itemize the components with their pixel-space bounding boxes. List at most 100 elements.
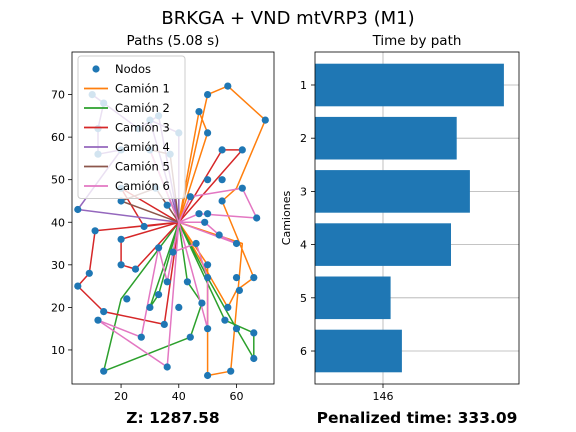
node-point: [201, 218, 209, 226]
time-chart-title: Time by path: [372, 33, 462, 49]
time-bar-2: [315, 116, 457, 160]
y-tick-label: 70: [51, 89, 65, 102]
y-tick-label: 10: [51, 344, 65, 357]
category-label: 3: [300, 185, 307, 198]
figure-title: BRKGA + VND mtVRP3 (M1): [161, 8, 414, 29]
legend-label: Camión 5: [115, 160, 170, 174]
node-point: [218, 176, 226, 184]
y-tick-label: 30: [51, 259, 65, 272]
node-point: [155, 244, 163, 252]
node-point: [94, 316, 102, 324]
node-point: [160, 320, 168, 328]
node-point: [175, 303, 183, 311]
time-bar-5: [315, 276, 391, 320]
node-point: [74, 205, 82, 214]
legend-label: Nodos: [115, 62, 151, 76]
node-point: [146, 303, 154, 311]
time-axis-ticks: 1 2 3 4 5 6 146: [300, 79, 394, 403]
node-point: [186, 193, 194, 201]
node-point: [137, 333, 145, 341]
node-point: [224, 82, 232, 90]
node-point: [204, 176, 212, 184]
node-point: [221, 316, 229, 324]
paths-chart: Paths (5.08 s) 20 40 60 10 20 30 40 50 60 70 Nodo…: [51, 33, 275, 427]
node-point: [198, 299, 206, 307]
node-point: [195, 108, 203, 116]
node-point: [204, 371, 212, 380]
y-tick-label: 50: [51, 174, 65, 187]
node-point: [215, 231, 223, 239]
node-point: [140, 222, 148, 231]
legend-marker: [92, 65, 100, 73]
category-label: 4: [300, 239, 307, 252]
node-point: [91, 227, 99, 235]
time-chart: Time by path 1 2 3 4 5 6 146 Camiones Penalize…: [280, 33, 520, 427]
legend-label: Camión 4: [115, 140, 170, 154]
time-ylabel: Camiones: [280, 191, 293, 246]
category-label: 6: [300, 345, 307, 358]
node-point: [204, 325, 212, 333]
legend: Nodos Camión 1 Camión 2 Camión 3 Camión 4 Cam…: [77, 55, 186, 199]
node-point: [232, 325, 241, 333]
node-point: [238, 184, 246, 192]
time-bars: [315, 63, 504, 373]
node-point: [250, 329, 258, 337]
x-tick-label: 60: [229, 390, 243, 403]
node-point: [117, 235, 125, 243]
x-tick-label: 20: [114, 390, 128, 403]
node-point: [204, 129, 212, 137]
node-point: [238, 146, 246, 154]
x-tick-label: 146: [373, 390, 394, 403]
node-point: [250, 274, 258, 282]
node-point: [218, 197, 226, 205]
time-footer: Penalized time: 333.09: [317, 409, 518, 427]
category-label: 2: [300, 132, 307, 145]
node-point: [204, 91, 212, 99]
node-point: [169, 248, 177, 256]
node-point: [235, 286, 243, 294]
y-tick-label: 60: [51, 131, 65, 144]
category-label: 5: [300, 292, 307, 305]
node-point: [250, 354, 258, 363]
node-point: [117, 197, 125, 205]
node-point: [131, 265, 140, 273]
node-point: [192, 239, 200, 248]
node-point: [123, 295, 131, 303]
node-point: [100, 308, 108, 316]
node-point: [224, 303, 232, 311]
node-point: [204, 210, 212, 218]
node-point: [232, 274, 241, 282]
time-bar-6: [315, 329, 402, 373]
node-point: [183, 278, 191, 286]
node-point: [85, 269, 93, 277]
node-point: [155, 291, 163, 299]
node-point: [74, 282, 82, 290]
time-bar-3: [315, 170, 470, 213]
node-point: [100, 367, 108, 375]
node-point: [163, 278, 171, 286]
time-bar-1: [315, 63, 504, 107]
time-plot-frame: [314, 51, 520, 385]
paths-axis-ticks: 20 40 60 10 20 30 40 50 60 70: [51, 89, 243, 403]
x-tick-label: 40: [172, 390, 186, 403]
node-point: [232, 239, 241, 248]
y-tick-label: 40: [51, 216, 65, 229]
node-point: [218, 146, 226, 154]
paths-footer: Z: 1287.58: [126, 409, 219, 427]
legend-label: Camión 1: [115, 82, 170, 96]
time-bar-4: [315, 223, 451, 266]
legend-label: Camión 2: [115, 101, 170, 115]
node-point: [195, 210, 203, 218]
legend-label: Camión 3: [115, 121, 170, 135]
legend-box: [77, 55, 186, 199]
node-point: [117, 261, 125, 269]
node-point: [253, 214, 261, 222]
node-point: [227, 367, 235, 375]
node-point: [204, 274, 212, 282]
node-point: [163, 201, 171, 209]
y-tick-label: 20: [51, 301, 65, 314]
node-point: [163, 363, 171, 371]
category-label: 1: [300, 79, 307, 92]
node-point: [261, 116, 269, 124]
